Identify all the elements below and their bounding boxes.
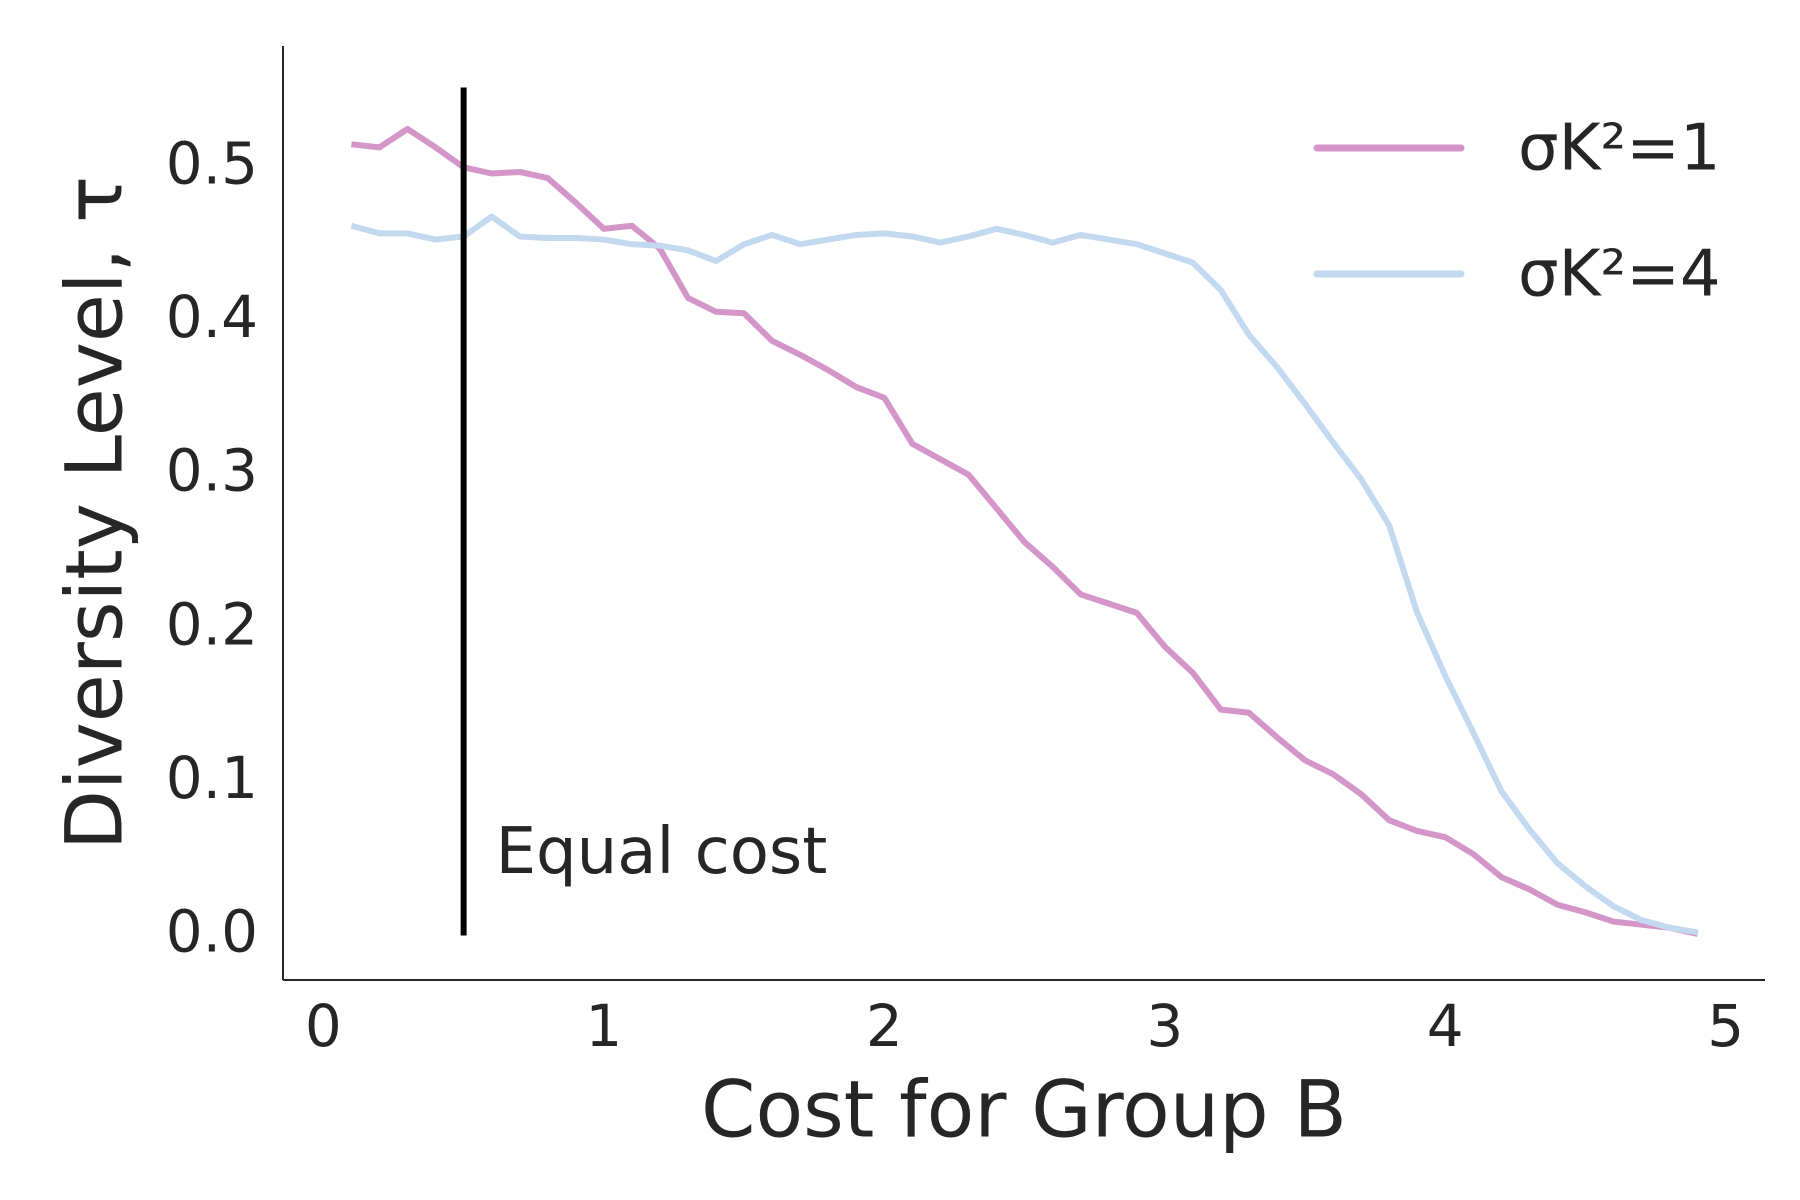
annotation: Equal cost	[496, 815, 828, 889]
y-tick-label: 0.1	[166, 744, 258, 812]
y-tick-label: 0.2	[166, 590, 258, 658]
y-tick-label: 0.3	[166, 437, 258, 505]
y-tick-label: 0.4	[166, 283, 258, 351]
x-tick-label: 3	[1146, 992, 1183, 1060]
line-series	[350, 213, 1699, 936]
x-tick-label: 0	[305, 992, 342, 1060]
x-axis-label: Cost for Group B	[701, 1065, 1347, 1155]
line-series	[351, 125, 1699, 937]
y-axis-label: Diversity Level, τ	[50, 176, 140, 850]
legend-label: σK²=4	[1518, 238, 1721, 312]
x-tick-label: 1	[585, 992, 622, 1060]
y-tick-label: 0.0	[166, 898, 258, 966]
x-tick-label: 2	[866, 992, 903, 1060]
x-tick-label: 4	[1427, 992, 1464, 1060]
y-tick-label: 0.5	[166, 129, 258, 197]
legend-label: σK²=1	[1518, 112, 1721, 186]
x-tick-label: 5	[1707, 992, 1744, 1060]
